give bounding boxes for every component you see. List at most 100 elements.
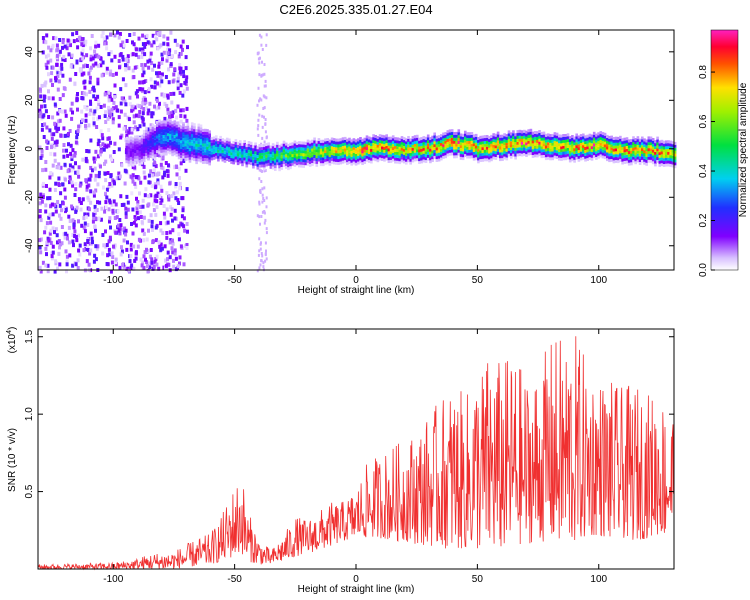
- heatmap-cell: [483, 138, 487, 141]
- heatmap-cell: [525, 154, 528, 157]
- heatmap-cell: [47, 215, 51, 220]
- heatmap-cell: [654, 140, 657, 144]
- heatmap-cell: [308, 146, 312, 150]
- heatmap-cell: [262, 265, 265, 269]
- heatmap-cell: [164, 161, 168, 165]
- heatmap-cell: [658, 140, 662, 144]
- heatmap-cell: [62, 148, 65, 153]
- heatmap-cell: [85, 64, 89, 68]
- heatmap-cell: [55, 53, 59, 58]
- heatmap-cell: [518, 141, 522, 145]
- heatmap-cell: [245, 155, 249, 159]
- heatmap-cell: [645, 162, 648, 166]
- heatmap-cell: [142, 132, 146, 136]
- heatmap-cell: [155, 199, 159, 204]
- heatmap-cell: [391, 147, 395, 150]
- heatmap-cell: [58, 213, 61, 218]
- heatmap-cell: [267, 154, 270, 158]
- heatmap-cell: [459, 133, 463, 137]
- heatmap-cell: [424, 136, 428, 140]
- heatmap-cell: [509, 147, 513, 150]
- heatmap-cell: [420, 145, 423, 149]
- heatmap-cell: [96, 99, 100, 103]
- heatmap-cell: [418, 143, 421, 147]
- heatmap-cell: [134, 52, 138, 57]
- heatmap-cell: [219, 138, 222, 142]
- heatmap-cell: [538, 144, 541, 148]
- heatmap-cell: [44, 54, 48, 59]
- heatmap-cell: [164, 75, 168, 79]
- heatmap-cell: [260, 35, 263, 39]
- heatmap-cell: [313, 146, 316, 150]
- heatmap-cell: [181, 208, 185, 213]
- heatmap-cell: [503, 133, 506, 137]
- heatmap-cell: [387, 139, 391, 143]
- heatmap-cell: [81, 197, 85, 202]
- heatmap-cell: [42, 113, 46, 118]
- heatmap-cell: [558, 151, 561, 155]
- heatmap-cell: [258, 147, 262, 151]
- heatmap-cell: [492, 133, 495, 137]
- heatmap-cell: [304, 141, 308, 145]
- heatmap-cell: [89, 231, 93, 236]
- heatmap-cell: [627, 142, 631, 146]
- heatmap-cell: [142, 70, 146, 75]
- heatmap-cell: [295, 153, 299, 157]
- heatmap-cell: [289, 151, 292, 155]
- heatmap-cell: [160, 246, 164, 251]
- heatmap-cell: [378, 145, 382, 149]
- heatmap-cell: [632, 156, 635, 160]
- heatmap-cell: [267, 159, 270, 163]
- snr-frame: [37, 328, 675, 570]
- heatmap-cell: [315, 163, 319, 167]
- heatmap-cell: [597, 141, 600, 144]
- heatmap-cell: [131, 207, 135, 212]
- heatmap-cell: [141, 204, 145, 209]
- heatmap-cell: [437, 152, 441, 156]
- heatmap-cell: [50, 132, 54, 137]
- heatmap-cell: [374, 137, 377, 141]
- heatmap-cell: [501, 140, 504, 144]
- heatmap-cell: [564, 145, 568, 149]
- heatmap-cell: [311, 151, 314, 155]
- heatmap-cell: [173, 248, 177, 253]
- heatmap-cell: [80, 96, 84, 100]
- heatmap-cell: [308, 149, 312, 153]
- heatmap-cell: [43, 104, 47, 109]
- heatmap-cell: [453, 134, 456, 138]
- heatmap-cell: [89, 57, 93, 62]
- heatmap-cell: [601, 146, 605, 150]
- heatmap-cell: [182, 69, 185, 74]
- heatmap-cell: [483, 143, 487, 147]
- heatmap-cell: [223, 156, 227, 160]
- heatmap-cell: [474, 148, 478, 152]
- heatmap-cell: [394, 157, 397, 161]
- heatmap-cell: [542, 152, 546, 155]
- heatmap-cell: [50, 202, 54, 207]
- heatmap-cell: [134, 217, 138, 222]
- heatmap-cell: [407, 136, 410, 139]
- heatmap-cell: [538, 147, 541, 151]
- heatmap-cell: [437, 158, 441, 162]
- heatmap-cell: [472, 137, 476, 141]
- heatmap-cell: [188, 148, 192, 152]
- colorbar-label: Normalized spectral amplitude: [738, 82, 749, 217]
- heatmap-cell: [123, 99, 127, 104]
- heatmap-cell: [551, 157, 554, 161]
- heatmap-cell: [81, 48, 85, 53]
- heatmap-cell: [96, 81, 100, 86]
- heatmap-cell: [260, 180, 263, 183]
- heatmap-cell: [302, 162, 305, 165]
- heatmap-cell: [330, 152, 334, 156]
- heatmap-cell: [536, 139, 539, 143]
- heatmap-cell: [85, 187, 89, 192]
- heatmap-cell: [153, 145, 157, 149]
- heatmap-cell: [632, 136, 635, 140]
- heatmap-cell: [264, 218, 267, 222]
- heatmap-cell: [169, 92, 173, 96]
- heatmap-cell: [57, 239, 61, 244]
- heatmap-cell: [54, 76, 57, 81]
- heatmap-cell: [638, 159, 642, 162]
- heatmap-cell: [293, 157, 297, 161]
- heatmap-cell: [298, 152, 301, 156]
